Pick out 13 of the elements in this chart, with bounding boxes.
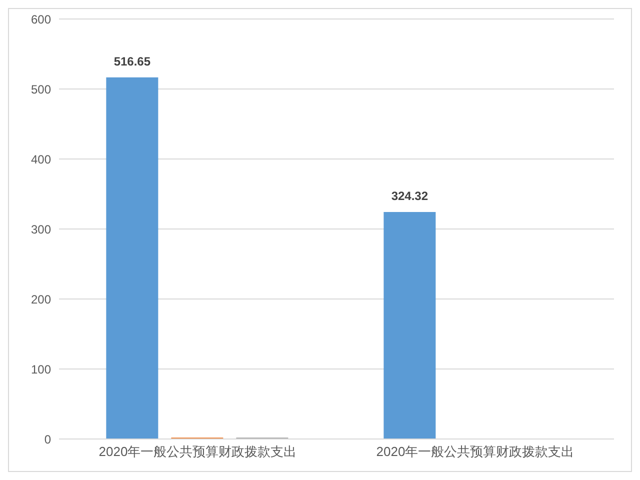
data-label: 516.65 bbox=[114, 54, 151, 68]
y-tick-label: 400 bbox=[30, 152, 52, 166]
y-tick-label: 600 bbox=[30, 12, 52, 26]
x-tick-label: 2020年一般公共预算财政拨款支出 bbox=[376, 444, 574, 460]
bar bbox=[384, 212, 436, 439]
x-tick-label: 2020年一般公共预算财政拨款支出 bbox=[98, 444, 297, 460]
bar bbox=[106, 77, 158, 439]
y-tick-label: 100 bbox=[30, 362, 52, 376]
y-tick-label: 300 bbox=[30, 222, 52, 236]
y-tick-label: 0 bbox=[44, 432, 52, 446]
data-label: 324.32 bbox=[391, 188, 428, 203]
y-tick-label: 200 bbox=[30, 292, 52, 306]
y-tick-label: 500 bbox=[30, 82, 52, 96]
